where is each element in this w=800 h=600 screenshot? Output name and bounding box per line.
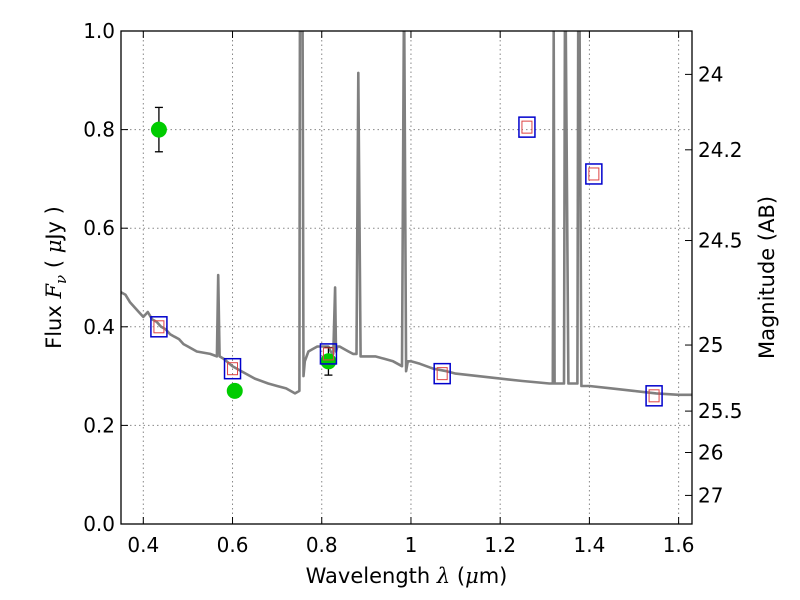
y-tick-label: 0.2 [83, 413, 115, 437]
model-box-marker [518, 116, 536, 138]
model-inner-marker [521, 120, 533, 134]
y2-tick-label: 25.5 [698, 399, 743, 423]
series-group [121, 31, 692, 407]
y-tick-label: 0.4 [83, 315, 115, 339]
y2-tick-label: 26 [698, 441, 723, 465]
y-tick-label: 0.6 [83, 216, 115, 240]
model-inner-marker [153, 320, 165, 334]
y2-axis-title: Magnitude (AB) [755, 196, 779, 359]
model-box-marker [645, 385, 663, 407]
x-tick-label: 1.6 [663, 533, 695, 557]
observed-point [150, 121, 167, 138]
y-axis-right: 24 24.2 24.5 25 25.5 26 27 [685, 62, 743, 507]
y-tick-label: 0.8 [83, 118, 115, 142]
y2-tick-label: 24.5 [698, 229, 743, 253]
model-box-marker [433, 362, 451, 385]
model-inner-marker [322, 347, 334, 361]
model-inner-marker [227, 362, 239, 376]
model-inner-marker [648, 389, 660, 403]
model-inner-marker [588, 167, 600, 181]
plot-frame [120, 30, 693, 525]
y-tick-label: 0.0 [83, 512, 115, 536]
x-tick-label: 1.2 [484, 533, 516, 557]
x-tick-label: 0.8 [306, 533, 338, 557]
x-axis: 0.4 0.6 0.8 1 1.2 1.4 1.6 [127, 31, 695, 557]
x-tick-label: 1.4 [573, 533, 605, 557]
x-tick-label: 0.4 [127, 533, 159, 557]
y2-tick-label: 27 [698, 483, 723, 507]
y2-tick-label: 24 [698, 62, 723, 86]
y2-tick-label: 25 [698, 333, 723, 357]
y-axis-left: 0.0 0.2 0.4 0.6 0.8 1.0 [83, 19, 128, 536]
x-tick-label: 1 [405, 533, 418, 557]
x-axis-title: Wavelength λ (μm) [306, 564, 508, 588]
observed-point [226, 382, 243, 399]
model-box-marker [150, 316, 168, 338]
template-spectrum-line [121, 31, 692, 397]
y-axis-title: Flux Fν ( μJy ) [42, 206, 70, 349]
y-tick-label: 1.0 [83, 19, 115, 43]
model-box-marker [223, 357, 242, 380]
model-box-marker [319, 343, 338, 365]
model-box-marker [585, 163, 603, 185]
model-inner-marker [436, 367, 448, 381]
y2-tick-label: 24.2 [698, 138, 743, 162]
x-tick-label: 0.6 [217, 533, 249, 557]
plot-area [121, 31, 692, 407]
